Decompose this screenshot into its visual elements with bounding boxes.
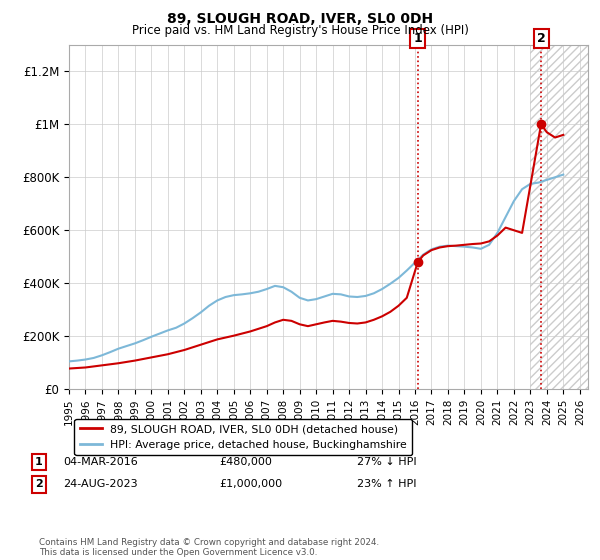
Text: 27% ↓ HPI: 27% ↓ HPI [357, 457, 416, 467]
Text: 89, SLOUGH ROAD, IVER, SL0 0DH: 89, SLOUGH ROAD, IVER, SL0 0DH [167, 12, 433, 26]
Text: Contains HM Land Registry data © Crown copyright and database right 2024.
This d: Contains HM Land Registry data © Crown c… [39, 538, 379, 557]
Text: £480,000: £480,000 [219, 457, 272, 467]
Text: £1,000,000: £1,000,000 [219, 479, 282, 489]
Text: Price paid vs. HM Land Registry's House Price Index (HPI): Price paid vs. HM Land Registry's House … [131, 24, 469, 36]
Legend: 89, SLOUGH ROAD, IVER, SL0 0DH (detached house), HPI: Average price, detached ho: 89, SLOUGH ROAD, IVER, SL0 0DH (detached… [74, 419, 412, 455]
Text: 2: 2 [35, 479, 43, 489]
Text: 24-AUG-2023: 24-AUG-2023 [63, 479, 137, 489]
Bar [530, 11, 588, 389]
Text: 04-MAR-2016: 04-MAR-2016 [63, 457, 138, 467]
Text: 2: 2 [536, 32, 545, 45]
Text: 1: 1 [413, 32, 422, 45]
Text: 1: 1 [35, 457, 43, 467]
Text: 23% ↑ HPI: 23% ↑ HPI [357, 479, 416, 489]
